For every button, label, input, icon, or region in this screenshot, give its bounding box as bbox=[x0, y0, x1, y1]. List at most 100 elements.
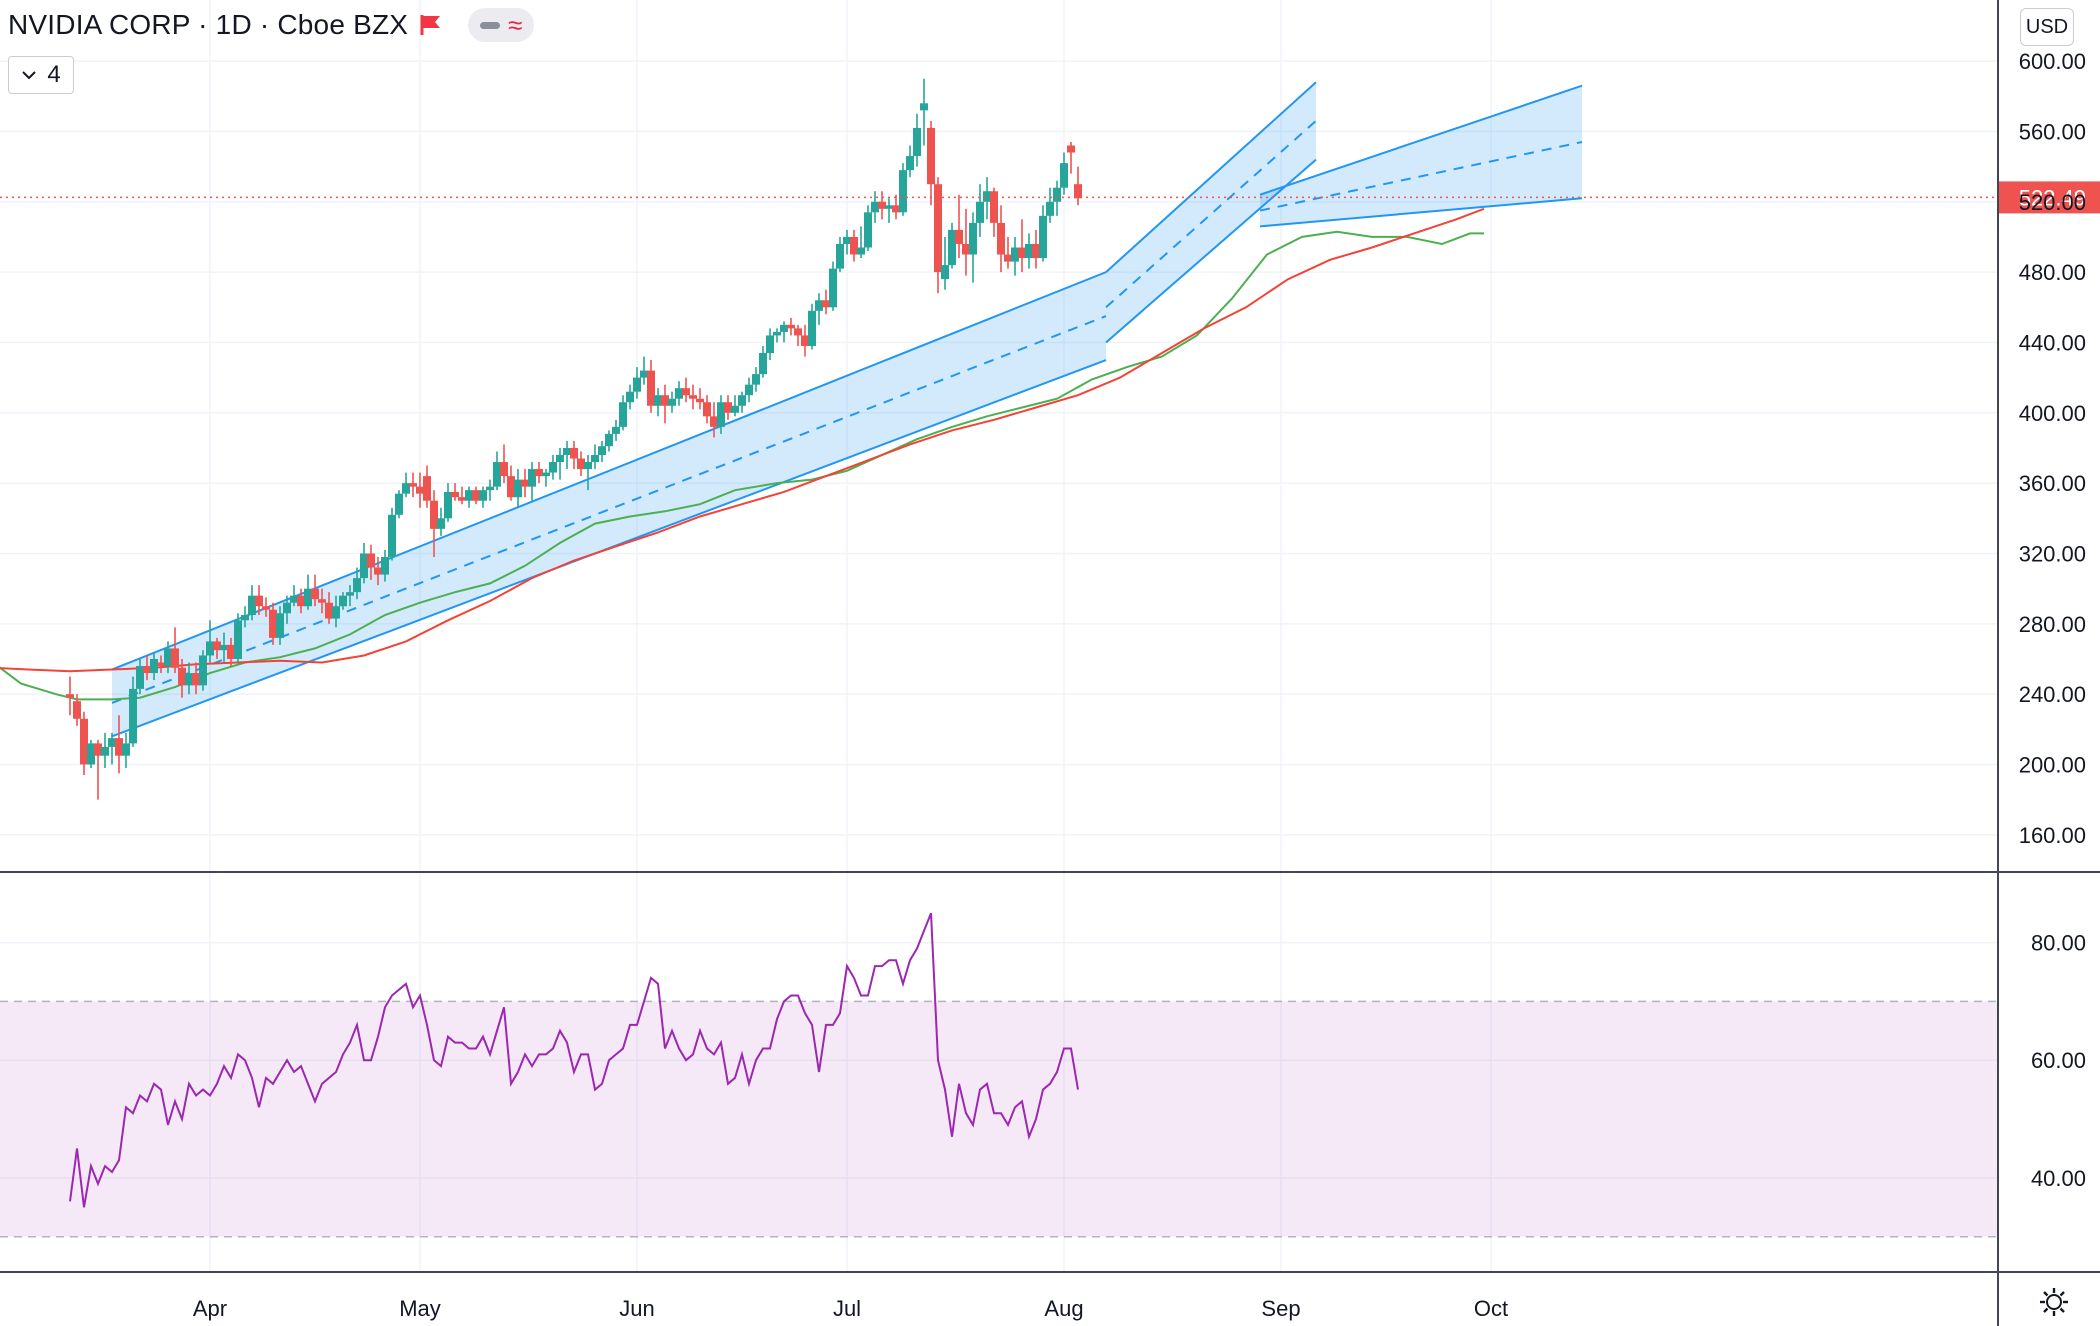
candle-body bbox=[892, 205, 900, 213]
candle-body bbox=[521, 479, 529, 487]
candle-body bbox=[192, 673, 200, 686]
candle-body bbox=[661, 395, 669, 406]
candle-body bbox=[794, 328, 802, 336]
candle-body bbox=[164, 648, 172, 667]
candle-body bbox=[381, 556, 389, 575]
candle-body bbox=[122, 743, 130, 756]
last-price-line: 522.49 bbox=[0, 181, 2100, 214]
candle-body bbox=[563, 447, 571, 455]
y-tick-label: 160.00 bbox=[2019, 823, 2086, 848]
symbol-label[interactable]: NVIDIA CORP · 1D · Cboe BZX bbox=[8, 9, 409, 40]
interval-label: 1D bbox=[215, 9, 252, 40]
candle-body bbox=[843, 236, 851, 244]
candle-body bbox=[416, 486, 424, 494]
candle-body bbox=[836, 243, 844, 269]
rsi-tick-label: 40.00 bbox=[2031, 1166, 2086, 1191]
candle-body bbox=[745, 384, 753, 396]
x-tick-label: Apr bbox=[193, 1296, 227, 1321]
x-tick-label: Aug bbox=[1044, 1296, 1083, 1321]
candle-body bbox=[472, 490, 480, 501]
candle-body bbox=[430, 500, 438, 529]
candle-body bbox=[759, 353, 767, 375]
candle-body bbox=[885, 205, 893, 209]
x-tick-label: Sep bbox=[1261, 1296, 1300, 1321]
candle-body bbox=[87, 743, 95, 765]
candle-body bbox=[136, 666, 144, 689]
candle-body bbox=[941, 265, 949, 280]
currency-button[interactable]: USD bbox=[2020, 8, 2074, 46]
candle-body bbox=[990, 191, 998, 223]
candle-body bbox=[542, 472, 550, 477]
candle-body bbox=[360, 553, 368, 579]
candle-body bbox=[913, 127, 921, 157]
y-tick-label: 400.00 bbox=[2019, 401, 2086, 426]
candle-body bbox=[248, 595, 256, 616]
candle-body bbox=[1046, 201, 1054, 216]
candle-body bbox=[1018, 247, 1026, 259]
candle-body bbox=[983, 191, 991, 202]
candle-body bbox=[178, 667, 186, 686]
candle-body bbox=[535, 469, 543, 477]
candle-body bbox=[619, 402, 627, 427]
candle-body bbox=[780, 324, 788, 332]
candle-body bbox=[962, 243, 970, 255]
candle-body bbox=[157, 662, 165, 667]
candle-body bbox=[857, 247, 865, 255]
symbol-name: NVIDIA CORP bbox=[8, 9, 191, 40]
rsi-tick-label: 60.00 bbox=[2031, 1048, 2086, 1073]
candle-body bbox=[227, 644, 235, 659]
candle-body bbox=[129, 688, 137, 744]
candle-body bbox=[199, 655, 207, 686]
candle-body bbox=[647, 370, 655, 406]
candle-body bbox=[1053, 187, 1061, 202]
candle-body bbox=[682, 388, 690, 396]
candle-body bbox=[752, 374, 760, 385]
indicator-count: 4 bbox=[47, 61, 61, 88]
candle-body bbox=[514, 479, 522, 498]
candle-body bbox=[1032, 243, 1040, 259]
channel-fill bbox=[112, 272, 1106, 737]
candle-body bbox=[570, 447, 578, 459]
candle-body bbox=[73, 701, 81, 719]
candle-body bbox=[864, 212, 872, 248]
candle-body bbox=[920, 103, 928, 111]
indicators-toggle[interactable]: 4 bbox=[8, 56, 74, 94]
y-tick-label: 240.00 bbox=[2019, 682, 2086, 707]
candle-body bbox=[290, 595, 298, 603]
candle-body bbox=[556, 455, 564, 463]
candle-body bbox=[955, 229, 963, 244]
candle-body bbox=[850, 236, 858, 255]
candle-body bbox=[311, 588, 319, 600]
candle-body bbox=[346, 592, 354, 596]
data-window-toggle[interactable]: ≈ bbox=[468, 8, 535, 42]
candle-body bbox=[906, 156, 914, 171]
y-tick-label: 360.00 bbox=[2019, 471, 2086, 496]
candle-body bbox=[703, 402, 711, 417]
candle-body bbox=[486, 486, 494, 491]
candle-body bbox=[598, 446, 606, 455]
trend-channels[interactable] bbox=[111, 81, 1583, 738]
candle-body bbox=[689, 395, 697, 399]
minus-icon bbox=[480, 21, 501, 29]
x-tick-label: Oct bbox=[1474, 1296, 1508, 1321]
x-tick-label: May bbox=[399, 1296, 441, 1321]
rsi-band-fill bbox=[0, 1001, 1998, 1237]
candle-body bbox=[171, 648, 179, 668]
candle-body bbox=[423, 476, 431, 501]
channel-mid-line bbox=[1259, 141, 1583, 212]
y-tick-label: 480.00 bbox=[2019, 260, 2086, 285]
candle-body bbox=[493, 462, 501, 487]
flag-icon[interactable] bbox=[418, 12, 444, 38]
candle-body bbox=[696, 398, 704, 403]
candle-body bbox=[787, 324, 795, 329]
candle-body bbox=[1025, 243, 1033, 259]
candle-body bbox=[213, 641, 221, 651]
exchange-label: Cboe BZX bbox=[277, 9, 409, 40]
candle-body bbox=[115, 738, 123, 756]
candle-body bbox=[591, 455, 599, 463]
candle-body bbox=[402, 483, 410, 494]
x-tick-label: Jul bbox=[833, 1296, 861, 1321]
gear-icon[interactable] bbox=[2038, 1286, 2070, 1318]
